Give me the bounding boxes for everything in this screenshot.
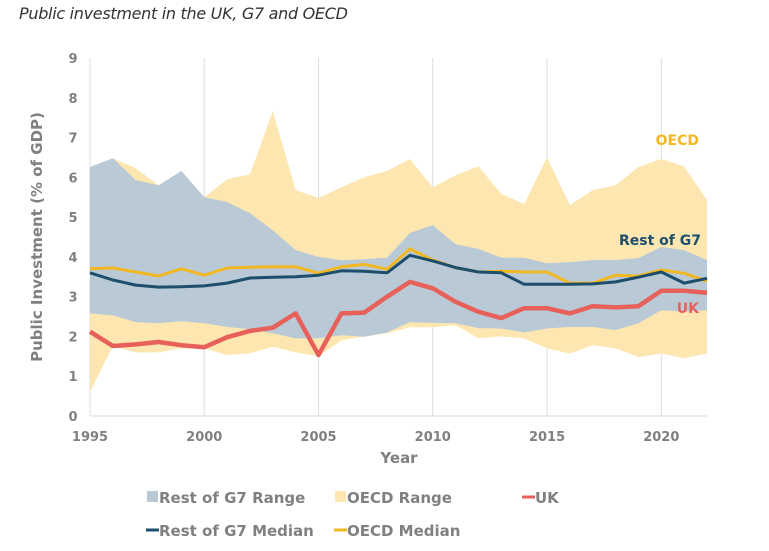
x-tick-label: 2010: [415, 430, 451, 445]
annotation-uk: UK: [677, 301, 700, 317]
y-tick-label: 2: [68, 330, 77, 345]
legend-label-oecd-range: OECD Range: [347, 489, 452, 507]
x-tick-label: 2015: [529, 430, 565, 445]
y-tick-label: 5: [68, 211, 77, 226]
y-tick-label: 6: [68, 171, 77, 186]
legend-item-oecd-median: OECD Median: [334, 522, 460, 540]
range-areas: [90, 111, 707, 393]
y-tick-label: 1: [68, 370, 77, 385]
legend-swatch-oecd-range: [335, 491, 346, 502]
line-rest-of-g7-median: [89, 253, 708, 289]
area-rest-of-g7-range: [90, 158, 707, 339]
legend-item-g7-median: Rest of G7 Median: [146, 522, 314, 540]
y-tick-label: 9: [68, 52, 77, 67]
line-oecd-median: [89, 247, 708, 285]
y-axis-ticks: 0 1 2 3 4 5 6 7 8 9: [68, 52, 77, 425]
legend-item-g7-range: Rest of G7 Range: [147, 489, 305, 507]
y-tick-label: 8: [68, 92, 77, 107]
chart-title: Public investment in the UK, G7 and OECD: [19, 4, 348, 23]
series-lines: [88, 247, 708, 358]
line-uk: [88, 279, 708, 358]
y-axis-title: Public Investment (% of GDP): [28, 112, 46, 362]
legend: Rest of G7 Range OECD Range UK Rest of G…: [146, 489, 560, 540]
annotation-rest-of-g7: Rest of G7: [619, 233, 701, 249]
x-tick-label: 1995: [72, 430, 108, 445]
x-axis-title: Year: [379, 449, 418, 467]
annotation-oecd: OECD: [656, 133, 699, 149]
legend-label-g7-range: Rest of G7 Range: [159, 489, 305, 507]
x-axis-ticks: 1995 2000 2005 2010 2015 2020: [72, 430, 679, 445]
x-tick-label: 2020: [643, 430, 679, 445]
legend-swatch-g7-range: [147, 491, 158, 502]
x-tick-label: 2000: [186, 430, 222, 445]
legend-label-oecd-median: OECD Median: [347, 522, 460, 540]
y-tick-label: 3: [68, 291, 77, 306]
legend-item-oecd-range: OECD Range: [335, 489, 452, 507]
y-tick-label: 7: [68, 132, 77, 147]
x-tick-label: 2005: [300, 430, 336, 445]
y-tick-label: 4: [68, 251, 77, 266]
y-tick-label: 0: [68, 410, 77, 425]
legend-label-uk: UK: [535, 489, 560, 507]
legend-label-g7-median: Rest of G7 Median: [159, 522, 314, 540]
legend-item-uk: UK: [522, 489, 560, 507]
